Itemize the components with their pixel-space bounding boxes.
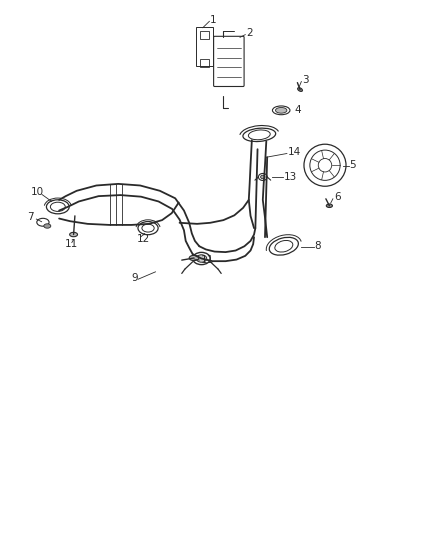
Ellipse shape xyxy=(44,224,51,228)
Ellipse shape xyxy=(261,175,265,179)
Text: 1: 1 xyxy=(210,15,217,25)
Text: 10: 10 xyxy=(31,187,44,197)
Ellipse shape xyxy=(298,87,302,92)
Text: 7: 7 xyxy=(28,213,34,222)
Ellipse shape xyxy=(276,108,287,113)
Ellipse shape xyxy=(196,255,207,262)
Bar xyxy=(200,31,209,39)
Text: 4: 4 xyxy=(294,106,301,115)
Text: 3: 3 xyxy=(302,75,309,85)
Text: 8: 8 xyxy=(314,241,321,251)
Text: 2: 2 xyxy=(246,28,253,38)
Ellipse shape xyxy=(189,255,199,261)
Ellipse shape xyxy=(70,232,78,237)
Text: 11: 11 xyxy=(65,239,78,249)
Bar xyxy=(196,27,213,66)
Text: 6: 6 xyxy=(334,192,340,202)
Text: 13: 13 xyxy=(284,172,297,182)
Text: 11: 11 xyxy=(201,255,214,265)
Bar xyxy=(200,59,209,67)
Ellipse shape xyxy=(326,204,332,207)
Text: 12: 12 xyxy=(137,234,150,244)
Text: 14: 14 xyxy=(288,148,301,157)
Text: 5: 5 xyxy=(350,160,356,170)
Text: 9: 9 xyxy=(131,273,138,283)
